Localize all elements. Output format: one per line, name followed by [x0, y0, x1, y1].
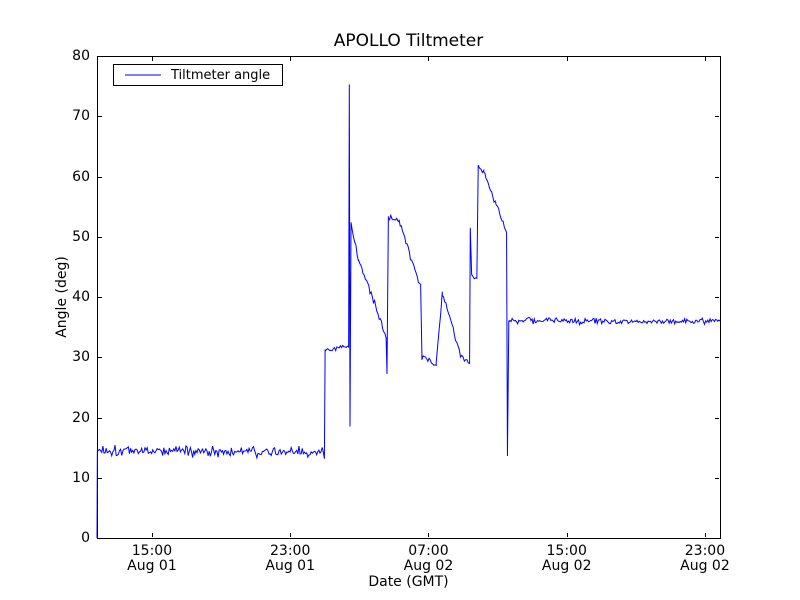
- x-axis-label: Date (GMT): [368, 574, 449, 590]
- legend-label: Tiltmeter angle: [171, 67, 271, 83]
- x-tick-label: 07:00 Aug 02: [403, 543, 454, 574]
- axis-ticks: [98, 56, 719, 539]
- tiltmeter-angle-line: [96, 84, 721, 539]
- x-tick-label: 15:00 Aug 02: [541, 543, 592, 574]
- chart-title: APOLLO Tiltmeter: [333, 31, 484, 51]
- y-tick-label: 0: [81, 530, 90, 546]
- legend-line-sample: [125, 74, 161, 76]
- y-tick-label: 60: [72, 168, 90, 185]
- y-tick-label: 80: [72, 48, 90, 64]
- x-tick-label: 23:00 Aug 01: [265, 543, 316, 574]
- plot-border: [97, 56, 721, 539]
- y-tick-label: 10: [72, 469, 90, 486]
- y-tick-label: 70: [72, 108, 90, 125]
- x-tick-label: 15:00 Aug 01: [127, 543, 177, 574]
- x-tick-label: 23:00 Aug 02: [680, 543, 730, 574]
- y-tick-label: 20: [72, 409, 90, 426]
- y-tick-label: 50: [72, 228, 90, 245]
- y-tick-label: 40: [72, 289, 90, 305]
- y-tick-label: 30: [72, 349, 90, 366]
- legend: Tiltmeter angle: [113, 64, 284, 86]
